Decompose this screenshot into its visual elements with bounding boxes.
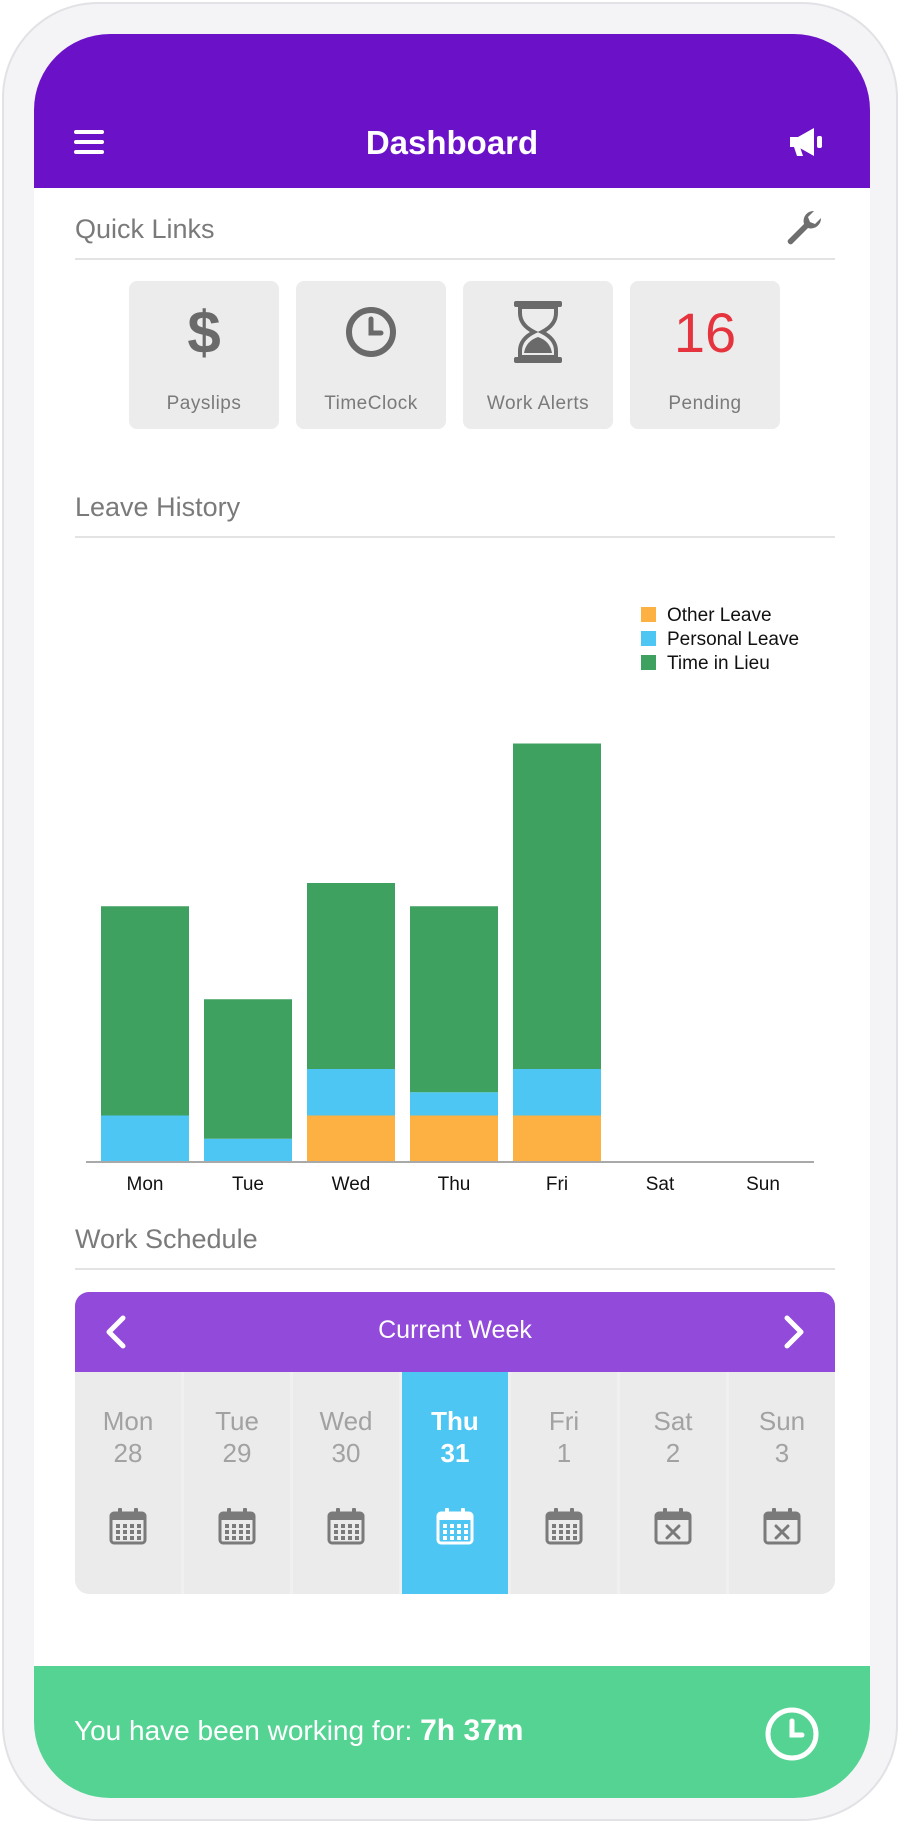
app-header: Dashboard (34, 34, 870, 188)
megaphone-icon[interactable] (786, 124, 826, 160)
calendar-icon (108, 1506, 148, 1546)
day-date: 31 (440, 1438, 470, 1468)
day-name: Sun (758, 1406, 806, 1436)
previous-week-icon[interactable] (99, 1314, 135, 1350)
bar-fri-personal-leave (513, 1069, 601, 1116)
next-week-icon[interactable] (775, 1314, 811, 1350)
calendar-x-icon (653, 1506, 693, 1546)
wrench-icon[interactable] (785, 208, 825, 248)
day-tue[interactable]: Tue 29 (184, 1372, 290, 1594)
legend-swatch (641, 607, 656, 622)
working-status-text: You have been working for: 7h 37m (74, 1714, 523, 1748)
bar-fri-time-in-lieu (513, 743, 601, 1069)
day-fri[interactable]: Fri 1 (511, 1372, 617, 1594)
bar-tue-time-in-lieu (204, 999, 292, 1139)
calendar-icon (435, 1506, 475, 1546)
bar-mon-time-in-lieu (101, 906, 189, 1116)
day-name: Mon (102, 1406, 154, 1436)
bar-wed-time-in-lieu (307, 883, 395, 1069)
work-schedule-title: Work Schedule (75, 1224, 258, 1254)
x-tick-label: Wed (332, 1174, 371, 1195)
day-date: 30 (331, 1438, 361, 1468)
pending-link[interactable]: 16 Pending (630, 281, 780, 429)
day-date: 1 (556, 1438, 572, 1468)
week-calendar: Current Week Mon 28 Tue 29 Wed 30 Thu 31 Fri 1 Sat… (75, 1292, 835, 1594)
working-duration: 7h 37m (420, 1714, 524, 1747)
payslips-link[interactable]: $ Payslips (129, 281, 279, 429)
legend-label: Time in Lieu (667, 653, 770, 674)
x-tick-label: Tue (232, 1174, 264, 1195)
day-name: Tue (215, 1406, 259, 1436)
x-tick-label: Mon (127, 1174, 164, 1195)
calendar-icon (326, 1506, 366, 1546)
day-sat[interactable]: Sat 2 (620, 1372, 726, 1594)
calendar-icon (217, 1506, 257, 1546)
day-date: 28 (113, 1438, 143, 1468)
timeclock-label: TimeClock (324, 393, 418, 414)
day-date: 3 (774, 1438, 790, 1468)
x-tick-label: Sat (646, 1174, 675, 1195)
bar-tue-personal-leave (204, 1138, 292, 1162)
clock-icon (296, 299, 446, 365)
bar-mon-personal-leave (101, 1115, 189, 1162)
week-header: Current Week (75, 1292, 835, 1372)
quick-links-title: Quick Links (75, 214, 215, 244)
clock-icon[interactable] (764, 1706, 820, 1762)
calendar-icon (544, 1506, 584, 1546)
payslips-label: Payslips (166, 393, 242, 414)
quick-links-header: Quick Links (75, 192, 835, 260)
legend-label: Personal Leave (667, 629, 799, 650)
legend-swatch (641, 655, 656, 670)
week-label: Current Week (378, 1316, 532, 1344)
bar-fri-other-leave (513, 1115, 601, 1162)
app-screen: Dashboard Quick Links $ Payslips (34, 34, 870, 1798)
x-tick-label: Sun (746, 1174, 780, 1195)
dollar-icon: $ (187, 298, 221, 366)
working-status-bar: You have been working for: 7h 37m (34, 1666, 870, 1798)
legend-swatch (641, 631, 656, 646)
working-status-message: You have been working for: (74, 1715, 413, 1746)
pending-count-wrap: 16 (630, 299, 780, 365)
day-sun[interactable]: Sun 3 (729, 1372, 835, 1594)
legend-label: Other Leave (667, 605, 772, 626)
day-thu[interactable]: Thu 31 (402, 1372, 508, 1594)
calendar-x-icon (762, 1506, 802, 1546)
bar-wed-personal-leave (307, 1069, 395, 1116)
pending-label: Pending (668, 393, 742, 414)
day-date: 29 (222, 1438, 252, 1468)
x-tick-label: Fri (546, 1174, 568, 1195)
day-date: 2 (665, 1438, 681, 1468)
menu-icon[interactable] (74, 130, 104, 154)
day-name: Fri (548, 1406, 580, 1436)
x-tick-label: Thu (438, 1174, 471, 1195)
timeclock-link[interactable]: TimeClock (296, 281, 446, 429)
work-alerts-label: Work Alerts (486, 393, 590, 414)
work-alerts-link[interactable]: Work Alerts (463, 281, 613, 429)
day-name: Wed (319, 1406, 373, 1436)
bar-thu-personal-leave (410, 1092, 498, 1116)
day-wed[interactable]: Wed 30 (293, 1372, 399, 1594)
pending-count: 16 (673, 300, 737, 364)
bar-thu-time-in-lieu (410, 906, 498, 1093)
day-name: Thu (431, 1406, 479, 1436)
bar-thu-other-leave (410, 1115, 498, 1162)
work-schedule-header: Work Schedule (75, 1202, 835, 1270)
page-title: Dashboard (365, 124, 539, 161)
leave-history-chart: Mon Tue Wed Thu Fri Sat Sun Other Leave Personal… (86, 605, 814, 1195)
day-name: Sat (653, 1406, 693, 1436)
day-mon[interactable]: Mon 28 (75, 1372, 181, 1594)
leave-history-header: Leave History (75, 470, 835, 538)
bar-wed-other-leave (307, 1115, 395, 1162)
leave-history-title: Leave History (75, 492, 241, 522)
hourglass-icon (463, 299, 613, 365)
